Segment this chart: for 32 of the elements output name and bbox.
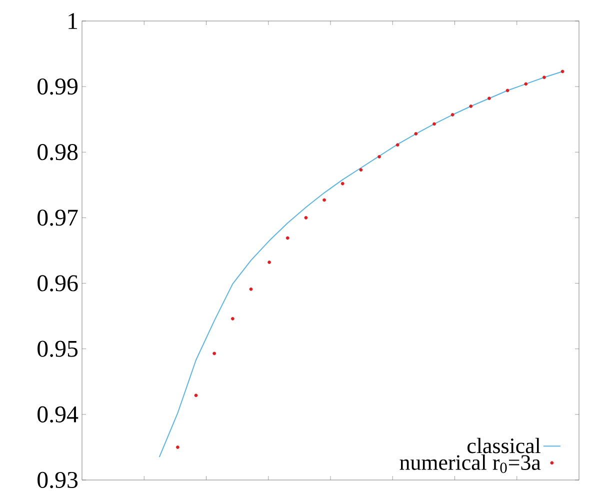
y-tick-label: 0.93 [38, 472, 78, 488]
y-tick-label: 0.97 [38, 210, 78, 226]
y-tick-label: 0.96 [38, 275, 78, 292]
point [560, 70, 564, 74]
point [542, 76, 546, 80]
y-tick-label: 0.99 [38, 78, 78, 95]
point [450, 113, 454, 116]
point [488, 96, 491, 100]
point [524, 82, 528, 86]
point [506, 88, 510, 92]
point [176, 446, 180, 449]
point [249, 287, 253, 291]
y-tick-label: 1 [68, 13, 78, 29]
point [194, 394, 198, 398]
point [286, 236, 290, 240]
point [268, 260, 271, 264]
point [414, 132, 418, 136]
point [396, 143, 400, 147]
point [378, 155, 381, 158]
y-tick-label: 0.95 [38, 340, 78, 357]
point [432, 122, 436, 126]
y-tick-label: 0.94 [38, 406, 78, 423]
point [340, 182, 344, 186]
point [322, 198, 326, 202]
legend-label: classical [467, 438, 540, 454]
point [304, 216, 308, 220]
y-tick-label: 0.98 [38, 144, 78, 160]
point [230, 317, 234, 320]
point [359, 168, 363, 172]
point [469, 104, 473, 108]
point [212, 352, 216, 356]
legend-label: numerical r$_{0}$=3a [400, 454, 541, 473]
